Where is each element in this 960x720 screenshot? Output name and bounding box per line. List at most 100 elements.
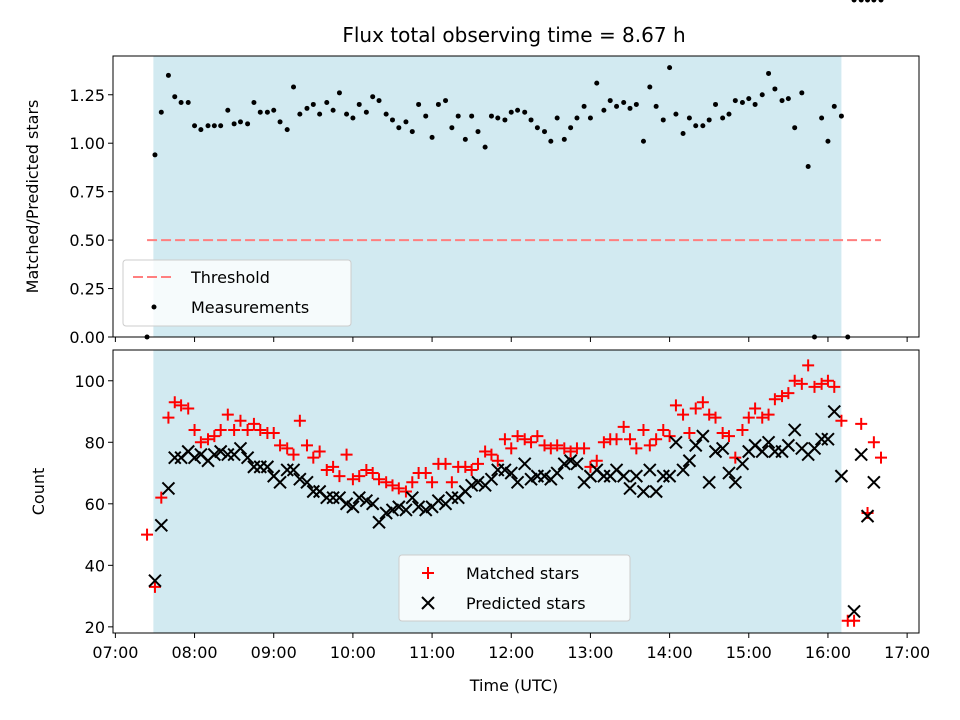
measurement-point xyxy=(667,65,673,71)
matched-star-point xyxy=(867,436,880,449)
matched-star-point xyxy=(300,439,313,452)
matched-star-point xyxy=(630,442,643,455)
predicted-stars-points xyxy=(148,404,881,619)
matched-star-point xyxy=(281,442,294,455)
matched-star-point xyxy=(313,445,326,458)
measurement-point xyxy=(732,98,738,104)
matched-star-point xyxy=(558,442,571,455)
measurement-point xyxy=(805,163,811,169)
measurement-point xyxy=(237,119,243,125)
matched-star-point xyxy=(551,439,564,452)
matched-star-point xyxy=(267,427,280,440)
measurement-point xyxy=(363,109,369,115)
predicted-star-point xyxy=(550,466,564,480)
predicted-star-point xyxy=(702,475,716,489)
matched-star-point xyxy=(531,430,544,443)
matched-star-point xyxy=(729,451,742,464)
matched-star-point xyxy=(340,448,353,461)
measurement-point xyxy=(739,100,745,106)
predicted-star-point xyxy=(346,500,360,514)
predicted-star-point xyxy=(365,497,380,511)
predicted-star-point xyxy=(300,475,314,489)
matched-star-point xyxy=(696,396,709,409)
predicted-legend-swatch xyxy=(421,596,435,610)
measurement-point xyxy=(614,103,620,109)
measurement-point xyxy=(495,115,501,121)
matched-star-point xyxy=(617,420,630,433)
measurement-point xyxy=(455,113,461,119)
matched-star-point xyxy=(835,414,848,427)
matched-star-point xyxy=(373,473,386,486)
predicted-star-point xyxy=(761,435,776,449)
measurements-legend-label: Measurements xyxy=(191,298,309,317)
count-panel: 07:00 08:00 09:00 10:00 11:00 12:00 13:00 14:00… xyxy=(29,349,930,695)
predicted-star-point xyxy=(161,481,176,496)
matched-star-point xyxy=(815,377,828,390)
predicted-star-point xyxy=(247,460,261,474)
matched-star-point xyxy=(498,433,511,446)
ratio-legend-box xyxy=(122,259,352,327)
count-y-tick-label: 60 xyxy=(85,495,105,514)
predicted-star-point xyxy=(399,503,413,517)
measurement-point xyxy=(581,103,587,109)
predicted-star-point xyxy=(715,441,730,456)
measurement-point xyxy=(370,94,376,100)
predicted-star-point xyxy=(273,475,287,489)
x-tick-label: 16:00 xyxy=(805,643,851,662)
predicted-star-point xyxy=(518,457,532,471)
measurement-point xyxy=(205,123,211,129)
measurement-point xyxy=(488,113,494,119)
matched-star-point xyxy=(353,470,366,483)
x-tick-label: 13:00 xyxy=(567,643,613,662)
measurement-point xyxy=(324,100,330,106)
predicted-star-point xyxy=(629,469,644,483)
predicted-star-point xyxy=(807,441,822,456)
matched-star-point xyxy=(287,448,300,461)
matched-star-point xyxy=(578,442,591,455)
measurement-point xyxy=(838,113,844,119)
count-panel-frame xyxy=(112,349,920,634)
predicted-star-point xyxy=(233,441,248,456)
measurement-point xyxy=(660,117,666,123)
predicted-star-point xyxy=(280,463,294,477)
measurement-point xyxy=(469,113,475,119)
measurement-point xyxy=(561,136,567,142)
measurement-point xyxy=(792,125,798,131)
matched-star-point xyxy=(643,439,656,452)
ratio-y-tick-label: 0.25 xyxy=(69,280,105,299)
measurement-point xyxy=(785,96,791,102)
measurement-point xyxy=(218,123,224,129)
measurement-point xyxy=(409,129,415,135)
count-y-tick-label: 100 xyxy=(74,372,105,391)
measurement-point xyxy=(759,92,765,98)
matched-star-point xyxy=(399,485,412,498)
matched-star-point xyxy=(657,423,670,436)
measurement-point xyxy=(435,101,441,107)
matched-star-point xyxy=(683,427,696,440)
measurement-point xyxy=(310,101,316,107)
measurement-point xyxy=(257,109,263,115)
matched-star-point xyxy=(228,423,241,436)
matched-star-point xyxy=(762,408,775,421)
x-tick-label: 12:00 xyxy=(488,643,534,662)
measurement-point xyxy=(653,103,659,109)
measurement-point xyxy=(568,125,574,131)
ratio-panel-frame xyxy=(112,55,920,338)
predicted-star-point xyxy=(213,444,228,459)
measurement-point xyxy=(482,144,488,150)
predicted-star-point xyxy=(676,463,690,477)
matched-star-point xyxy=(782,387,795,400)
predicted-star-point xyxy=(636,484,651,499)
count-legend-box xyxy=(398,554,631,622)
ratio-panel: 0.00 0.25 0.50 0.75 1.00 1.25 Matched/Predict… xyxy=(23,0,920,347)
matched-star-point xyxy=(320,463,333,476)
predicted-star-point xyxy=(260,460,275,474)
measurement-point xyxy=(245,121,251,127)
matched-star-point xyxy=(155,491,168,504)
matched-star-point xyxy=(465,463,478,476)
predicted-star-point xyxy=(168,450,182,465)
matched-star-point xyxy=(511,430,524,443)
matched-star-point xyxy=(756,411,769,424)
matched-star-point xyxy=(182,402,195,415)
